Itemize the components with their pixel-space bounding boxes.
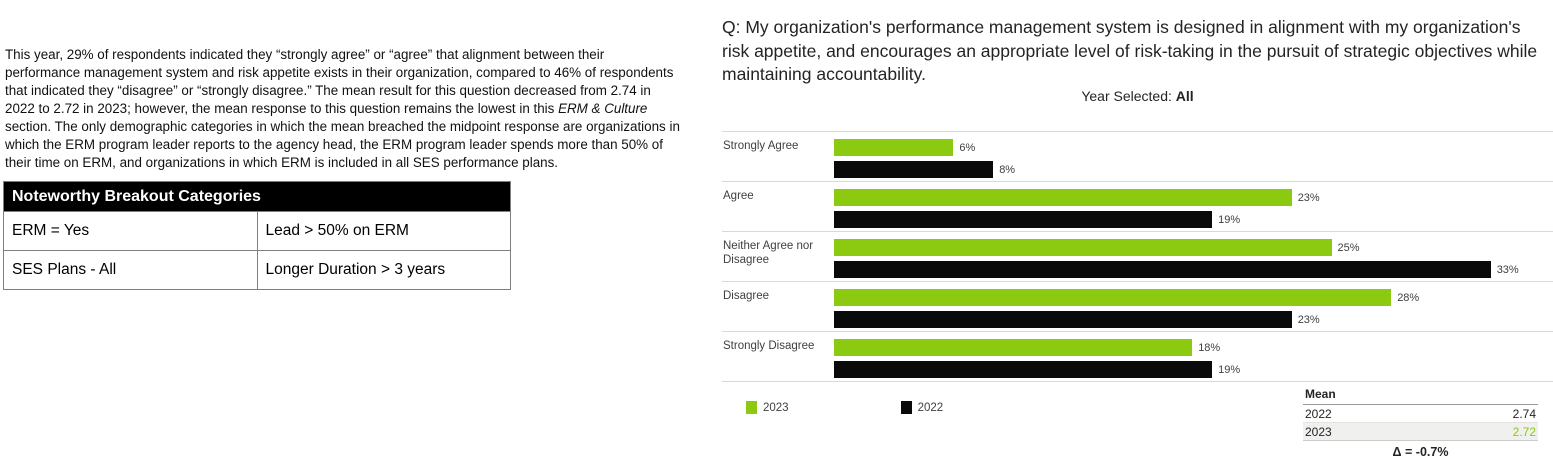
breakout-cell-longer-duration: Longer Duration > 3 years — [256, 250, 511, 290]
narrative-paragraph: This year, 29% of respondents indicated … — [5, 46, 681, 171]
bar-line-2022: 19% — [834, 361, 1553, 378]
bar-line-2023: 23% — [834, 189, 1553, 206]
year-selected-label: Year Selected: — [1081, 88, 1176, 104]
bar-value-label: 23% — [1297, 191, 1320, 204]
bar-value-label: 19% — [1218, 213, 1241, 226]
bar-line-2023: 28% — [834, 289, 1553, 306]
chart-row: Neither Agree nor Disagree 25% 33% — [722, 231, 1553, 281]
mean-2023-year: 2023 — [1305, 424, 1332, 439]
legend-swatch-icon — [746, 401, 757, 414]
mean-2022-year: 2022 — [1305, 406, 1332, 421]
mean-delta-label: Δ = -0.7% — [1392, 445, 1449, 459]
bar-value-label: 18% — [1198, 341, 1221, 354]
question-title: Q: My organization's performance managem… — [722, 17, 1538, 84]
bar-2022 — [834, 161, 994, 178]
bar-2022 — [834, 311, 1292, 328]
bar-line-2022: 19% — [834, 211, 1553, 228]
bar-2022 — [834, 361, 1213, 378]
breakout-cell-ses-plans: SES Plans - All — [3, 250, 258, 290]
breakout-header-row: Noteworthy Breakout Categories — [3, 181, 511, 212]
year-selected-line: Year Selected: All — [722, 88, 1553, 104]
bar-value-label: 6% — [959, 141, 976, 154]
legend-item-2022: 2022 — [900, 401, 944, 414]
mean-row-2023: 2023 2.72 — [1303, 423, 1538, 441]
category-label: Neither Agree nor Disagree — [723, 240, 814, 266]
breakout-cell-lead-50: Lead > 50% on ERM — [256, 211, 511, 251]
bar-value-label: 19% — [1218, 363, 1241, 376]
legend-item-2023: 2023 — [746, 401, 789, 414]
narrative-text-italic: ERM & Culture — [558, 101, 648, 117]
chart-row: Strongly Disagree 18% 19% — [722, 331, 1553, 381]
category-label: Agree — [723, 190, 754, 202]
table-row: SES Plans - All Longer Duration > 3 year… — [3, 250, 511, 290]
mean-table-header: Mean — [1303, 386, 1538, 405]
legend-label: 2023 — [763, 401, 789, 414]
legend-swatch-icon — [900, 401, 912, 414]
table-row: ERM = Yes Lead > 50% on ERM — [3, 211, 511, 251]
chart-row: Disagree 28% 23% — [722, 281, 1553, 331]
bar-group: 28% 23% — [834, 282, 1553, 331]
mean-2023-value: 2.72 — [1512, 424, 1536, 439]
bar-2022 — [834, 211, 1213, 228]
narrative-text-after: section. The only demographic categories… — [5, 119, 680, 170]
bar-2023 — [834, 139, 954, 156]
bar-2023 — [834, 339, 1193, 356]
bar-line-2022: 23% — [834, 311, 1553, 328]
chart-legend: 2023 2022 — [746, 401, 1055, 414]
bar-group: 23% 19% — [834, 182, 1553, 231]
bar-line-2022: 33% — [834, 261, 1553, 278]
category-label: Strongly Agree — [723, 140, 799, 152]
mean-table: Mean 2022 2.74 2023 2.72 — [1303, 386, 1538, 441]
bar-2022 — [834, 261, 1491, 278]
mean-2022-value: 2.74 — [1512, 406, 1536, 421]
bar-value-label: 33% — [1496, 263, 1519, 276]
bar-group: 6% 8% — [834, 132, 1553, 181]
bar-value-label: 28% — [1397, 291, 1420, 304]
year-selected-value: All — [1175, 88, 1194, 104]
chart-row: Strongly Agree 6% 8% — [722, 131, 1553, 181]
bar-line-2023: 6% — [834, 139, 1553, 156]
bar-2023 — [834, 239, 1332, 256]
mean-row-2022: 2022 2.74 — [1303, 405, 1538, 423]
narrative-text-before: This year, 29% of respondents indicated … — [5, 47, 674, 117]
bar-chart: Strongly Agree 6% 8% Agree 23% 19% Neither Agr… — [722, 131, 1553, 382]
bar-line-2023: 25% — [834, 239, 1553, 256]
bar-2023 — [834, 189, 1292, 206]
breakout-table: Noteworthy Breakout Categories ERM = Yes… — [3, 181, 511, 290]
bar-value-label: 23% — [1297, 313, 1320, 326]
category-label: Strongly Disagree — [723, 340, 815, 352]
bar-line-2023: 18% — [834, 339, 1553, 356]
bar-value-label: 8% — [999, 163, 1016, 176]
bar-value-label: 25% — [1337, 241, 1360, 254]
breakout-table-title: Noteworthy Breakout Categories — [3, 181, 511, 212]
breakout-cell-erm-yes: ERM = Yes — [3, 211, 258, 251]
category-label: Disagree — [723, 290, 770, 302]
chart-row: Agree 23% 19% — [722, 181, 1553, 231]
bar-2023 — [834, 289, 1392, 306]
legend-label: 2022 — [917, 401, 944, 414]
bar-line-2022: 8% — [834, 161, 1553, 178]
bar-group: 18% 19% — [834, 332, 1553, 381]
bar-group: 25% 33% — [834, 232, 1553, 281]
